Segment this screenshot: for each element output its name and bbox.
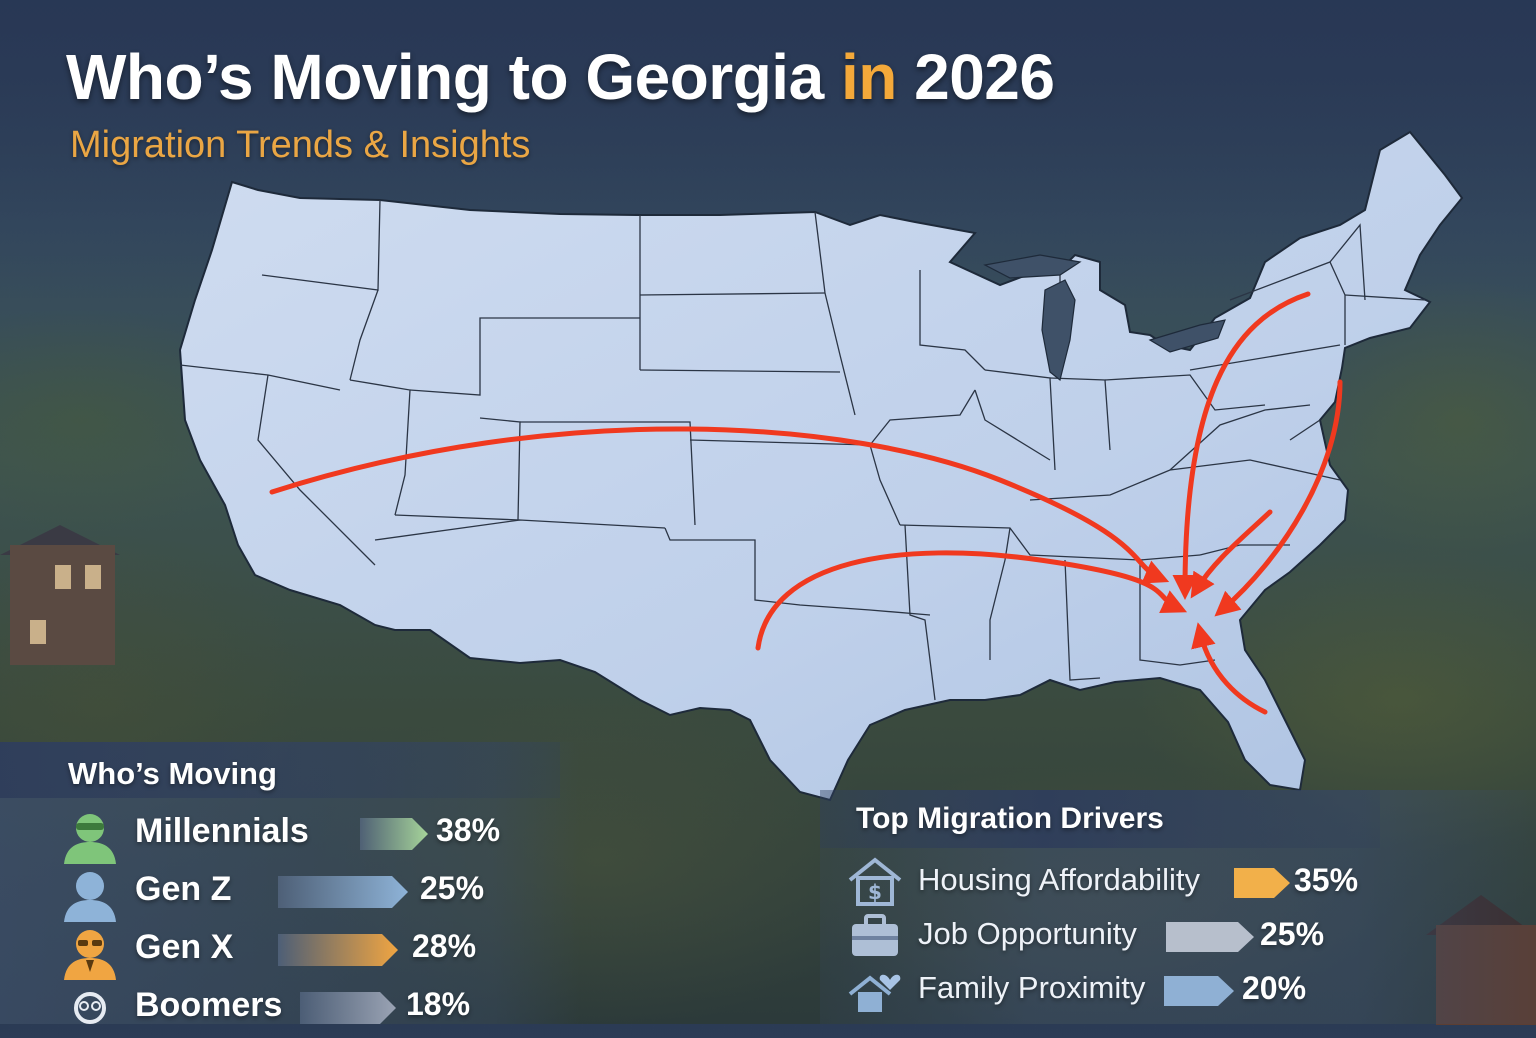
title-main: Who’s Moving to Georgia xyxy=(66,41,824,113)
gen-row-millennials: Millennials 38% xyxy=(0,806,560,864)
gen-percent: 25% xyxy=(420,870,485,906)
gen-row-gen-x: Gen X 28% xyxy=(0,922,560,980)
gen-bar xyxy=(300,992,396,1024)
driver-label: Family Proximity xyxy=(918,970,1146,1005)
house-dollar-icon: $ xyxy=(848,857,902,906)
arrow-from-midatlantic xyxy=(1214,379,1343,617)
migration-arrows xyxy=(269,291,1343,715)
gen-label: Gen X xyxy=(135,928,234,966)
gen-x-person-icon xyxy=(64,930,116,980)
driver-row-housing: $ Housing Affordability 35% xyxy=(820,854,1536,908)
driver-bar xyxy=(1234,868,1290,898)
driver-percent: 25% xyxy=(1260,916,1325,952)
title-accent: in xyxy=(840,41,897,113)
gen-bar xyxy=(278,876,408,908)
arrow-from-florida xyxy=(1191,622,1268,715)
boomer-person-icon xyxy=(74,992,106,1024)
driver-bar xyxy=(1166,922,1254,952)
who-moving-panel: Who’s Moving Millennials 38% Gen Z 25% G… xyxy=(0,742,580,1024)
gen-label: Millennials xyxy=(135,812,309,850)
driver-row-jobs: Job Opportunity 25% xyxy=(820,908,1536,962)
svg-text:$: $ xyxy=(868,880,882,904)
driver-label: Job Opportunity xyxy=(918,916,1137,951)
driver-row-family: Family Proximity 20% xyxy=(820,962,1536,1016)
gen-bar xyxy=(278,934,398,966)
state-borders xyxy=(179,199,1426,701)
gen-bar xyxy=(360,818,428,850)
gen-z-person-icon xyxy=(64,872,116,922)
page-subtitle: Migration Trends & Insights xyxy=(70,124,531,166)
driver-label: Housing Affordability xyxy=(918,862,1201,897)
gen-percent: 38% xyxy=(436,812,501,848)
driver-percent: 35% xyxy=(1294,862,1359,898)
driver-bar xyxy=(1164,976,1234,1006)
house-heart-icon xyxy=(848,974,901,1012)
gen-label: Boomers xyxy=(135,986,283,1024)
briefcase-icon xyxy=(852,914,898,956)
arrow-from-west xyxy=(269,426,1170,584)
gen-row-gen-z: Gen Z 25% xyxy=(0,864,560,922)
arrow-from-texas xyxy=(755,550,1188,651)
gen-percent: 28% xyxy=(412,928,477,964)
great-lakes xyxy=(983,254,1226,382)
page-title: Who’s Moving to Georgia in 2026 xyxy=(66,40,1055,114)
gen-label: Gen Z xyxy=(135,870,232,908)
drivers-title: Top Migration Drivers xyxy=(856,802,1164,835)
title-year: 2026 xyxy=(914,41,1055,113)
migration-drivers-panel: Top Migration Drivers $ Housing Affordab… xyxy=(820,790,1536,1024)
arrow-from-northeast xyxy=(1172,291,1311,600)
house-left-image xyxy=(0,525,120,675)
millennial-person-icon xyxy=(64,814,116,864)
gen-row-boomers: Boomers 18% xyxy=(0,980,560,1038)
driver-percent: 20% xyxy=(1242,970,1307,1006)
arrow-from-carolinas xyxy=(1190,509,1273,599)
gen-percent: 18% xyxy=(406,986,471,1022)
who-moving-title: Who’s Moving xyxy=(68,756,277,791)
